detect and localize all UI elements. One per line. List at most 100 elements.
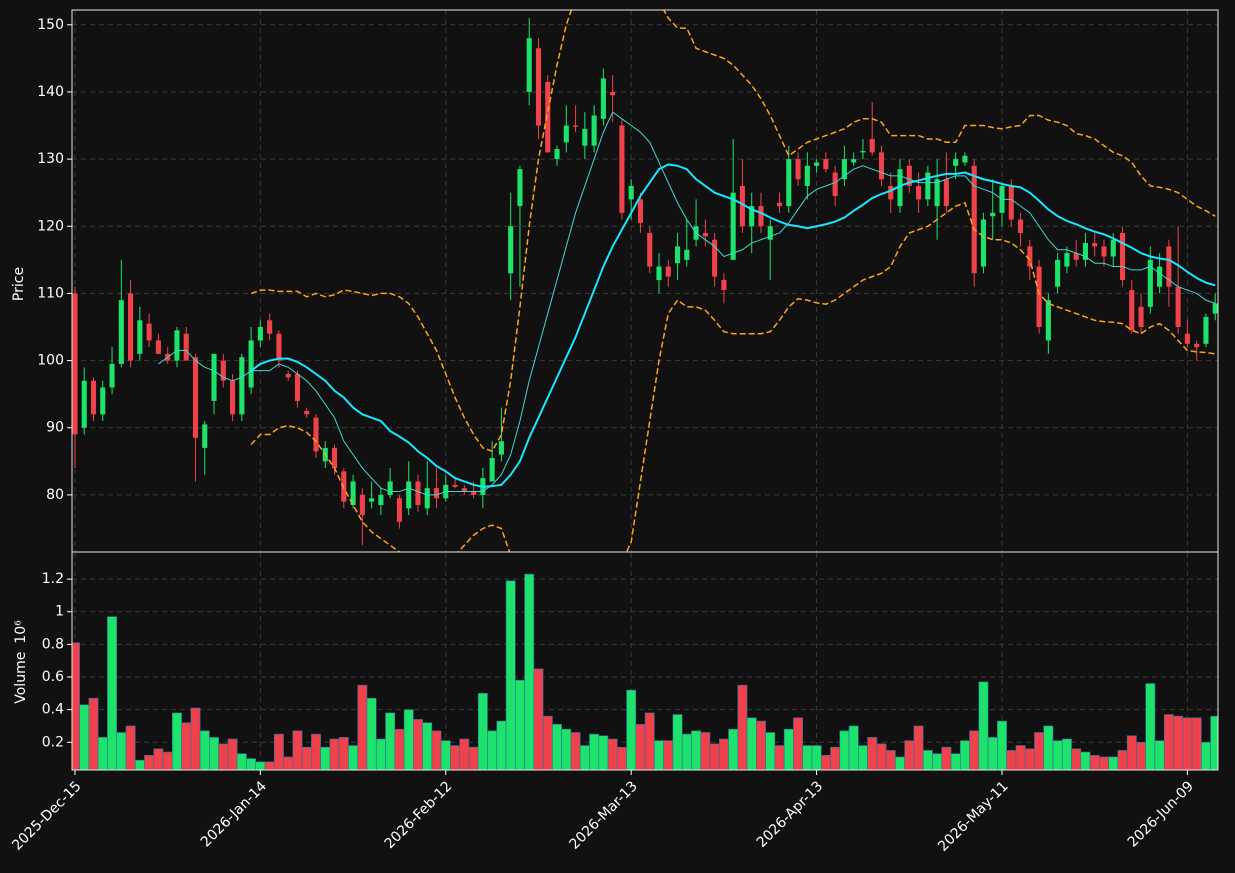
candle-body [183, 333, 189, 361]
volume-bar [450, 745, 460, 770]
volume-bar [144, 755, 155, 770]
volume-bar [338, 737, 349, 770]
volume-bar [1052, 740, 1063, 770]
volume-bar [273, 733, 284, 770]
candle-body [220, 360, 226, 381]
candle-body [230, 380, 236, 415]
candle-body [851, 159, 857, 163]
candle-body [925, 172, 931, 200]
volume-bar [1191, 717, 1202, 770]
indicator-line [250, 201, 1216, 552]
volume-bar [1071, 748, 1082, 770]
volume-bar [1163, 714, 1174, 770]
volume-bar [718, 738, 729, 770]
volume-bar [88, 697, 99, 770]
volume-bar [876, 743, 887, 770]
volume-bar [1201, 741, 1211, 770]
scale-label: 10⁶ [13, 620, 29, 644]
volume-bar [997, 720, 1007, 770]
volume-bar [505, 580, 516, 770]
candle-body [452, 484, 458, 487]
volume-bar [199, 730, 210, 770]
candle-body [953, 159, 959, 166]
candle-body [155, 340, 161, 354]
y-tick-label: 140 [37, 84, 64, 100]
y-tick-label: 130 [37, 151, 64, 167]
candle-body [888, 185, 894, 200]
volume-bar [431, 730, 442, 770]
volume-bar [1099, 756, 1109, 770]
candle-body [137, 320, 143, 354]
volume-bar [561, 728, 572, 770]
candle-body [786, 159, 792, 207]
candle-body [878, 152, 885, 180]
volume-bar [515, 679, 525, 770]
volume-bar [264, 761, 275, 770]
volume-bar [579, 745, 590, 770]
candle-body [350, 481, 356, 505]
volume-bar [246, 758, 257, 770]
candle-body [1119, 232, 1126, 280]
volume-bar [1126, 735, 1137, 770]
volume-bar [468, 746, 479, 770]
volume-bar [487, 730, 498, 770]
volume-bar [941, 746, 952, 770]
candle-body [832, 172, 838, 197]
candle-body [776, 202, 783, 207]
volume-bar [1210, 715, 1218, 770]
volume-frame [71, 551, 1219, 771]
candle-body [962, 155, 968, 163]
candle-body [109, 363, 115, 388]
candle-body [823, 159, 829, 170]
candle-body [980, 219, 987, 267]
candle-body [202, 424, 208, 448]
volume-bar [394, 728, 405, 770]
volume-bar [1015, 745, 1026, 770]
candle-body [1203, 316, 1209, 344]
candle-body [1147, 259, 1153, 307]
candle-body [684, 249, 690, 260]
volume-bar [820, 755, 831, 770]
volume-bar [236, 753, 247, 770]
candle-body [128, 293, 134, 361]
y-tick-label: 0.6 [42, 669, 64, 685]
volume-bar [1136, 741, 1146, 770]
volume-bar [552, 724, 562, 770]
candle-body [1008, 185, 1014, 220]
volume-bar [570, 732, 581, 770]
candle-body [674, 246, 681, 264]
volume-bar [79, 704, 90, 770]
candle-body [313, 417, 319, 452]
volume-bar [255, 761, 266, 770]
volume-bar [607, 738, 618, 770]
candle-body [897, 169, 903, 207]
volume-bar [616, 746, 627, 770]
volume-bar [385, 712, 396, 770]
volume-bar [737, 684, 748, 770]
candle-body [730, 192, 736, 260]
volume-bar [283, 756, 294, 770]
volume-bar [134, 759, 145, 770]
volume-bar [329, 738, 340, 770]
candle-body [739, 185, 745, 227]
candle-body [712, 239, 718, 277]
candle-body [563, 125, 569, 143]
volume-bar [598, 735, 609, 770]
candle-body [535, 48, 542, 126]
volume-bar [895, 756, 905, 770]
volume-bar [524, 573, 535, 770]
candle-body [600, 78, 606, 119]
candle-body [461, 488, 467, 492]
x-tick-label: 2026-May-11 [935, 778, 1012, 855]
volume-bar [357, 684, 368, 770]
y-tick-label: 80 [46, 487, 64, 503]
y-tick-label: 90 [46, 420, 64, 436]
y-axis-label: Volume 10⁶ [13, 620, 29, 704]
candle-body [610, 91, 616, 96]
candle-body [702, 232, 708, 237]
volume-bar [181, 722, 192, 770]
candle-body [1073, 253, 1079, 260]
volume-bar [1145, 683, 1156, 770]
candle-body [860, 151, 866, 153]
